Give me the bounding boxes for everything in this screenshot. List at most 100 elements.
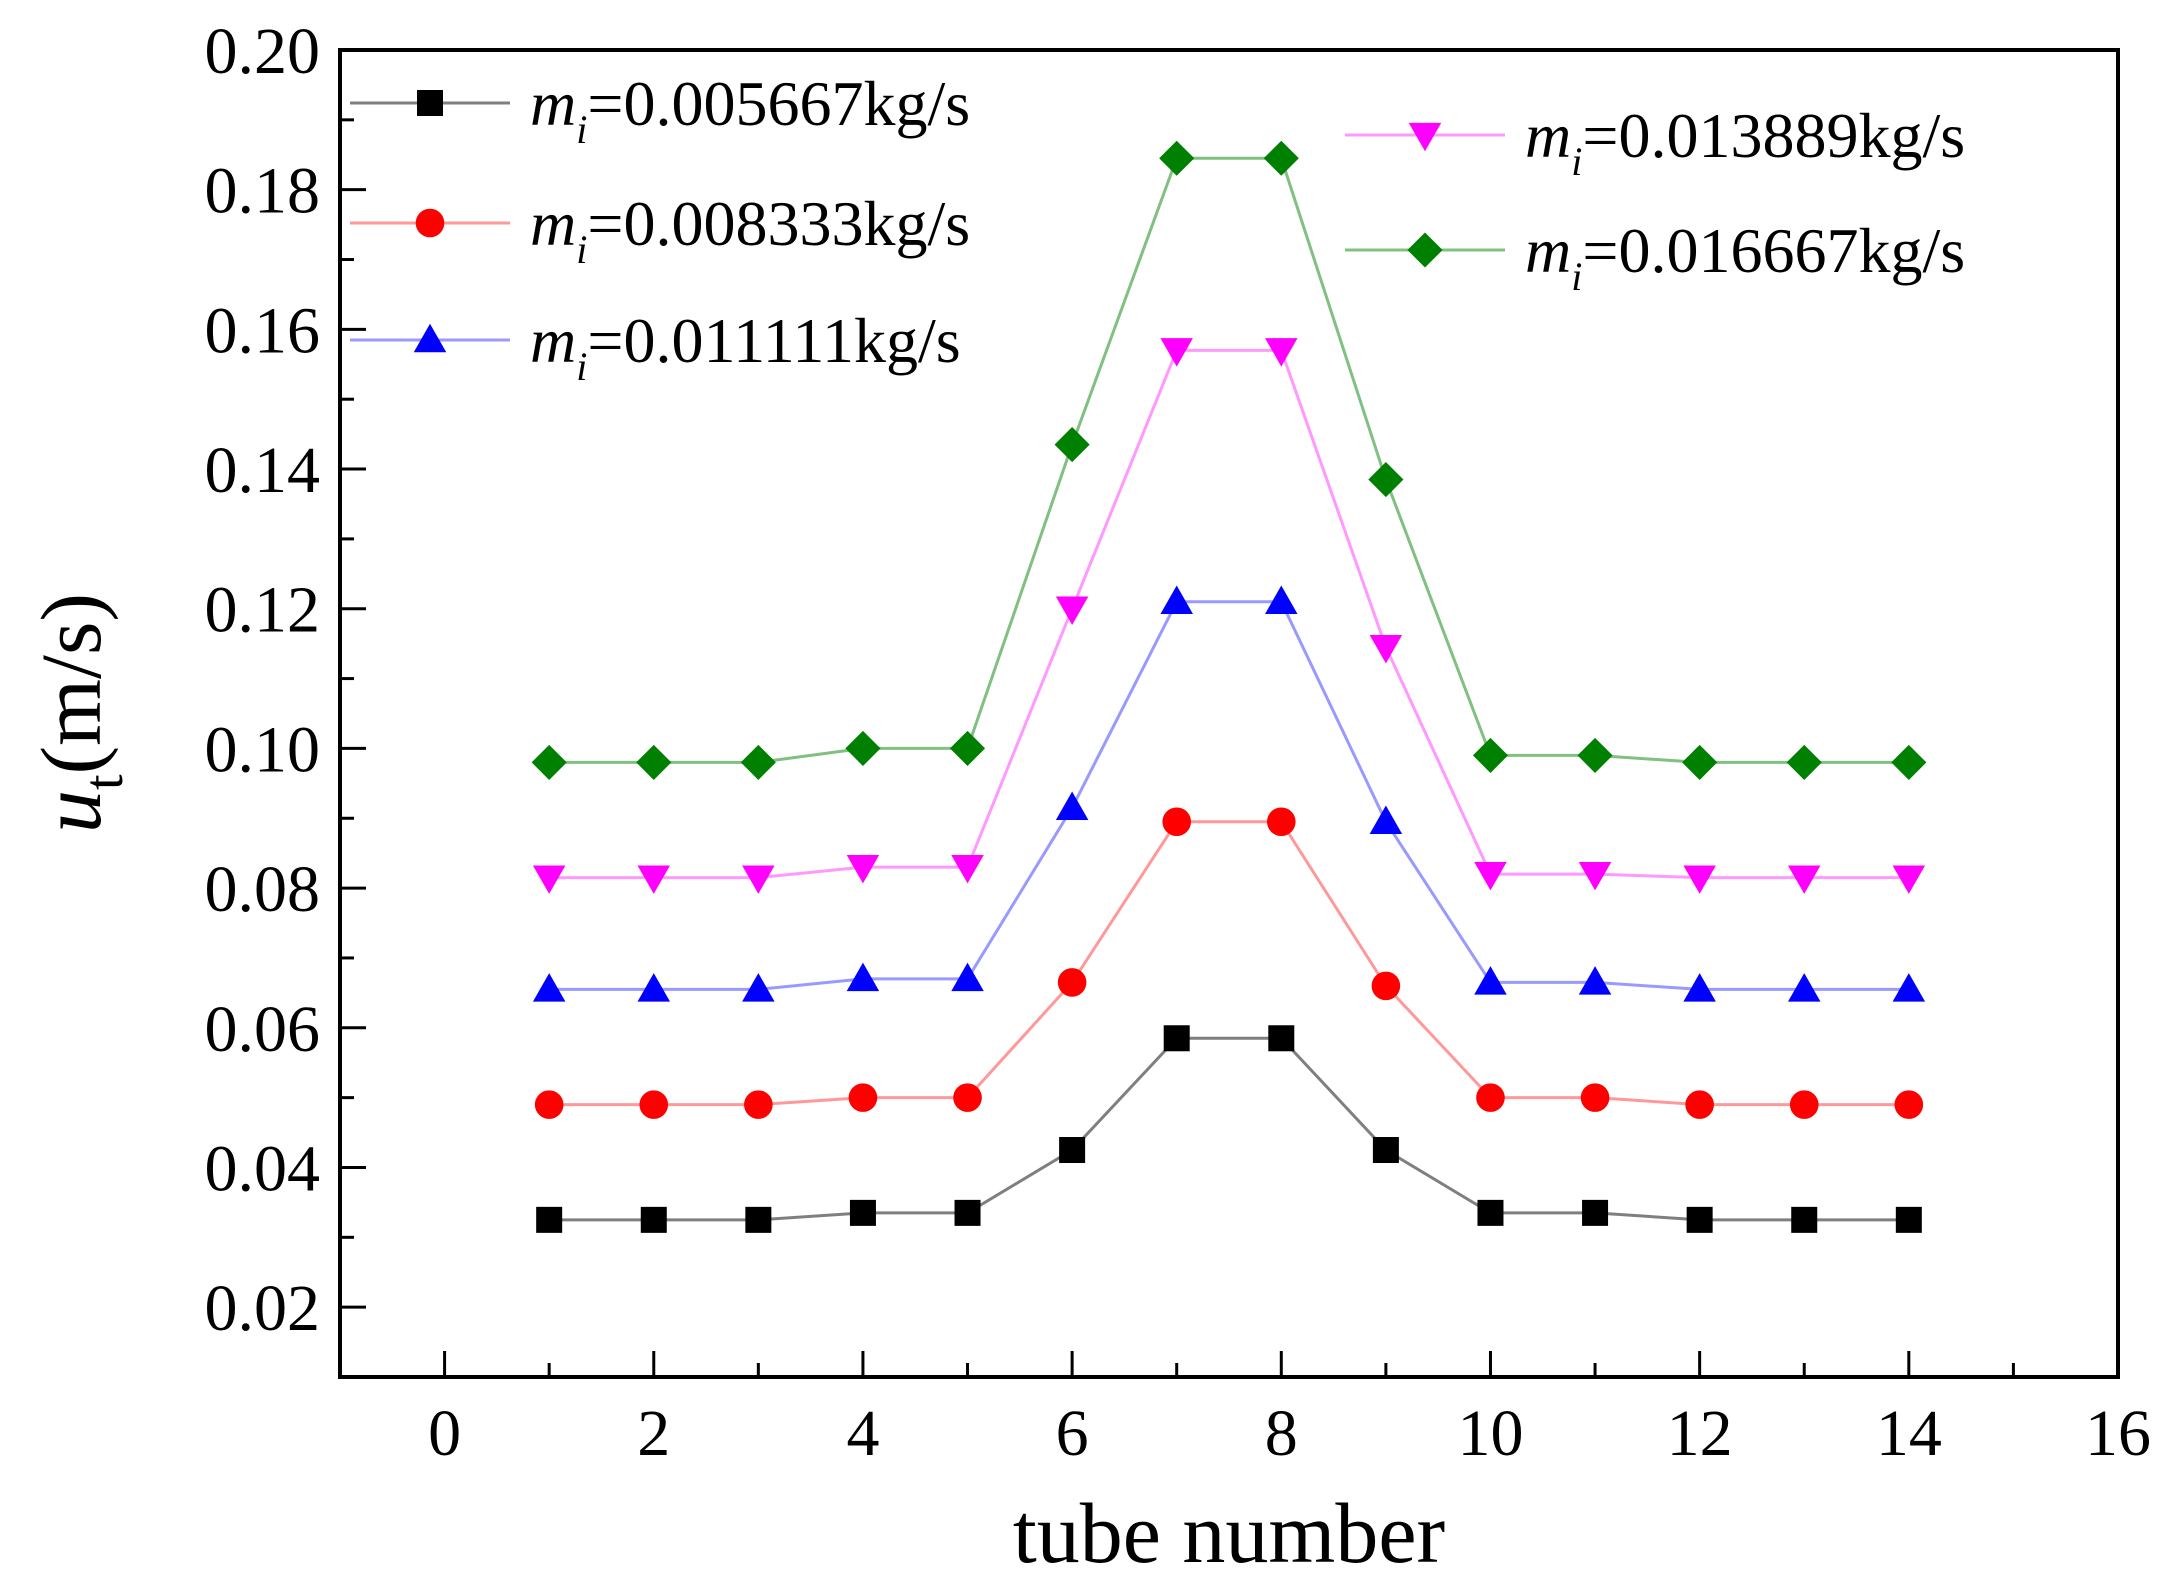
legend-label-value: =0.016667kg/s	[1582, 215, 1965, 286]
data-point	[1266, 807, 1296, 837]
data-point	[639, 1090, 669, 1119]
legend-label-symbol: m	[530, 305, 576, 376]
data-point	[1055, 791, 1089, 820]
data-point	[637, 973, 671, 1002]
data-point	[532, 973, 566, 1002]
y-tick-label: 0.08	[205, 853, 321, 926]
x-tick-label: 4	[846, 1397, 879, 1470]
y-axis-label-symbol: u	[23, 790, 119, 833]
data-point	[1054, 427, 1090, 463]
x-tick-label: 8	[1265, 1397, 1298, 1470]
data-point	[1474, 966, 1507, 995]
series-line	[549, 820, 1909, 1107]
data-point	[1892, 865, 1926, 894]
y-tick-label: 0.18	[205, 155, 321, 228]
y-axis-label-subscript: t	[73, 774, 135, 790]
data-point	[1162, 807, 1192, 837]
data-point	[1578, 966, 1612, 995]
data-point	[1895, 1206, 1922, 1233]
legend-label-symbol: m	[530, 68, 576, 139]
data-point	[1789, 1090, 1819, 1119]
data-point	[1268, 1025, 1295, 1052]
series-line	[549, 600, 1909, 991]
legend-label: mi=0.013889kg/s	[1525, 100, 1965, 184]
legend-marker	[1408, 122, 1442, 152]
data-point	[954, 1199, 981, 1226]
legend-entry-5: mi=0.016667kg/s	[1345, 215, 1965, 299]
data-point	[849, 1199, 876, 1226]
y-axis-ticks: 0.02 0.04 0.06 0.08 0.10 0.12 0.14 0.16 0.18 0.20	[205, 15, 366, 1379]
legend-marker	[1407, 232, 1443, 268]
data-point	[1682, 744, 1718, 780]
data-point	[1263, 140, 1299, 176]
x-tick-label: 12	[1667, 1397, 1733, 1470]
data-point	[532, 865, 566, 894]
data-point	[1474, 861, 1507, 891]
x-tick-label: 2	[637, 1397, 670, 1470]
series-4	[532, 338, 1926, 894]
legend-label: mi=0.016667kg/s	[1525, 215, 1965, 299]
series-2	[534, 807, 1924, 1119]
data-point	[1163, 1025, 1190, 1052]
legend-label-symbol: m	[530, 188, 576, 259]
x-axis-label: tube number	[1013, 1485, 1445, 1577]
legend-entry-3: mi=0.011111kg/s	[350, 305, 961, 389]
series-line	[549, 348, 1909, 880]
plot-frame	[338, 48, 2120, 1379]
data-point	[1580, 1083, 1610, 1112]
data-point	[640, 1206, 667, 1233]
data-point	[1578, 861, 1612, 891]
data-point	[951, 962, 984, 992]
data-point	[1683, 865, 1716, 894]
series-3	[532, 585, 1926, 1002]
data-point	[1791, 1206, 1818, 1233]
legend-label-value: =0.011111kg/s	[587, 305, 960, 376]
x-tick-label: 0	[428, 1397, 461, 1470]
x-axis-ticks: 0 2 4 6 8 10 12 14 16	[338, 1351, 2151, 1470]
legend-label-value: =0.008333kg/s	[587, 188, 970, 259]
data-point	[1892, 973, 1926, 1002]
x-tick-label: 10	[1457, 1397, 1523, 1470]
data-point	[1059, 1137, 1086, 1164]
legend-label-subscript: i	[576, 107, 587, 152]
data-point	[1891, 744, 1927, 780]
data-point	[1476, 1083, 1505, 1112]
data-point	[1582, 1199, 1609, 1226]
data-point	[1372, 1137, 1399, 1164]
legend-label-symbol: m	[1525, 215, 1571, 286]
y-axis-label-unit: (m/s)	[23, 593, 119, 775]
legend-marker	[415, 208, 445, 238]
data-point	[1683, 973, 1716, 1002]
legend-entry-2: mi=0.008333kg/s	[350, 188, 970, 272]
data-point	[846, 962, 880, 992]
legend-label-subscript: i	[576, 344, 587, 389]
legend-entry-1: mi=0.005667kg/s	[350, 68, 970, 152]
data-point	[1055, 596, 1089, 625]
legend-marker	[417, 90, 443, 116]
data-point	[1477, 1199, 1504, 1226]
data-point	[1686, 1206, 1713, 1233]
data-point	[1057, 968, 1087, 997]
y-tick-label: 0.04	[205, 1132, 321, 1205]
data-point	[531, 744, 567, 780]
data-point	[1160, 338, 1193, 367]
y-tick-label: 0.02	[205, 1272, 321, 1345]
data-point	[1787, 973, 1821, 1002]
y-tick-label: 0.06	[205, 993, 321, 1066]
data-point	[1369, 805, 1403, 834]
y-axis-label: ut(m/s)	[23, 593, 135, 833]
data-point	[1894, 1090, 1924, 1119]
data-point	[846, 854, 880, 884]
data-point	[1369, 634, 1403, 664]
y-tick-label: 0.20	[205, 15, 321, 88]
y-tick-label: 0.12	[205, 574, 321, 647]
data-point	[1265, 338, 1298, 367]
x-tick-label: 14	[1876, 1397, 1942, 1470]
legend-label-symbol: m	[1525, 100, 1571, 171]
legend-label: mi=0.008333kg/s	[530, 188, 970, 272]
x-tick-label: 6	[1056, 1397, 1089, 1470]
legend-label-subscript: i	[1571, 254, 1582, 299]
data-point	[744, 1090, 773, 1119]
series-1	[536, 1025, 1922, 1233]
data-point	[848, 1083, 878, 1112]
